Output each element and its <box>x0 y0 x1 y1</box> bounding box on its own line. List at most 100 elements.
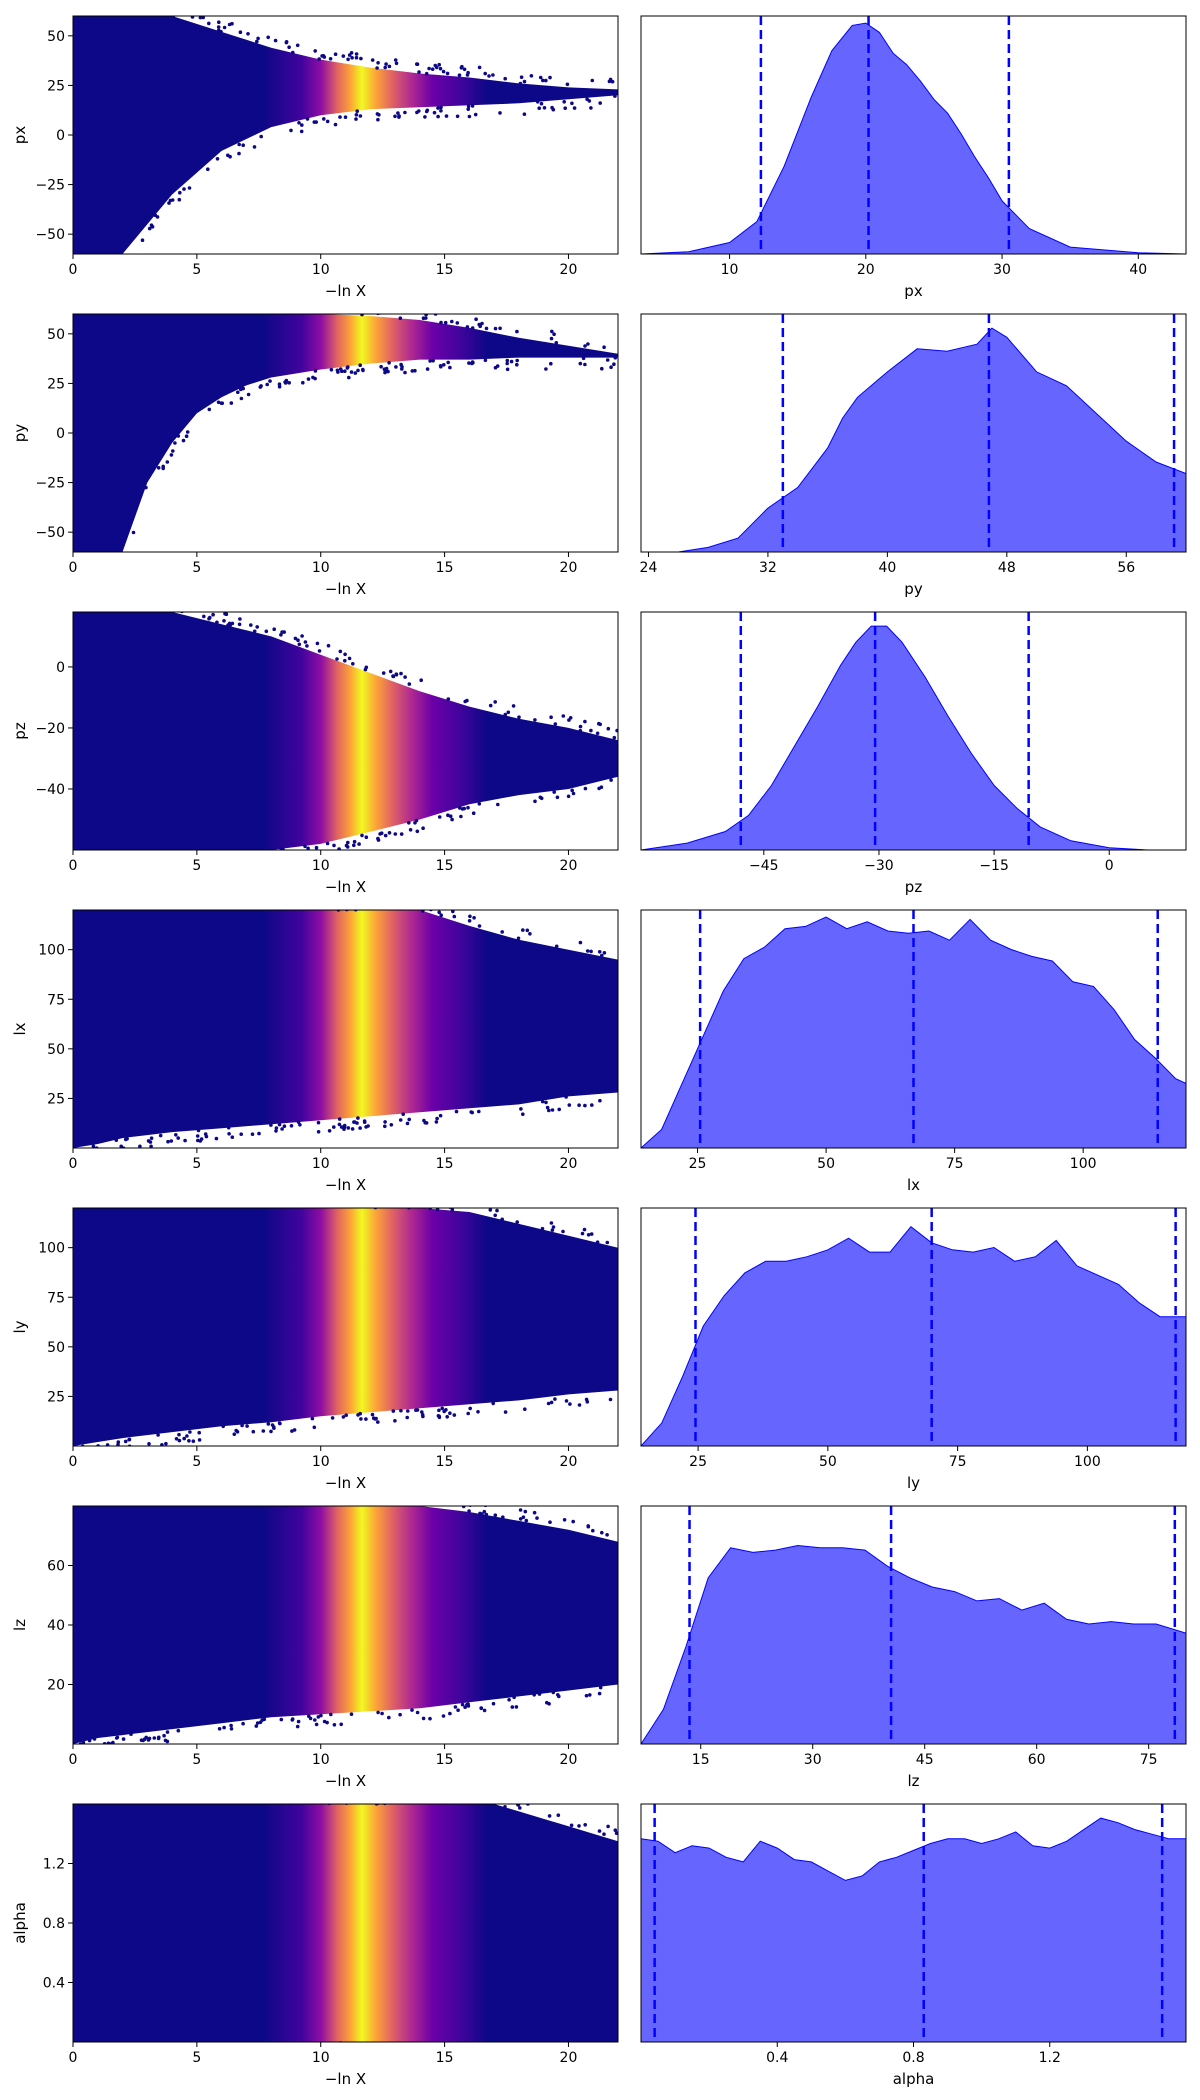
scatter-point <box>120 902 124 906</box>
scatter-point <box>359 1417 363 1421</box>
scatter-point <box>332 1125 336 1129</box>
y-axis-label: ly <box>11 1320 29 1333</box>
scatter-point <box>237 1500 241 1504</box>
scatter-point <box>610 2048 614 2052</box>
scatter-point <box>89 1746 93 1750</box>
scatter-point <box>108 608 112 612</box>
scatter-point <box>539 101 544 106</box>
scatter-point <box>129 1796 133 1800</box>
y-tick-label: −50 <box>35 227 65 243</box>
scatter-point <box>221 2048 225 2052</box>
scatter-point <box>328 906 332 910</box>
scatter-point <box>115 307 119 311</box>
scatter-point <box>250 1132 255 1136</box>
scatter-point <box>397 897 401 901</box>
scatter-point <box>370 1412 375 1417</box>
scatter-point <box>84 1201 88 1205</box>
scatter-point <box>339 903 343 907</box>
scatter-point <box>506 710 511 715</box>
scatter-point <box>245 1798 249 1802</box>
scatter-point <box>149 1136 154 1140</box>
scatter-point <box>233 903 237 907</box>
scatter-point <box>185 1208 189 1210</box>
scatter-point <box>296 1120 301 1124</box>
scatter-point <box>287 1793 291 1797</box>
scatter-point <box>426 1798 430 1802</box>
scatter-point <box>376 1420 380 1424</box>
scatter-point <box>142 1737 147 1741</box>
scatter-point <box>79 4 83 8</box>
scatter-point <box>355 1197 359 1201</box>
scatter-point <box>608 77 613 82</box>
scatter-point <box>73 901 77 905</box>
scatter-point <box>462 1201 466 1205</box>
scatter-point <box>130 858 134 862</box>
scatter-point <box>439 109 443 113</box>
scatter-point <box>312 900 316 904</box>
scatter-point <box>571 791 576 796</box>
scatter-point <box>293 901 297 905</box>
scatter-point <box>174 1133 178 1137</box>
scatter-point <box>393 1502 397 1506</box>
scatter-point <box>187 1439 191 1443</box>
scatter-point <box>424 314 428 317</box>
scatter-point <box>583 362 587 367</box>
scatter-point <box>442 1799 446 1803</box>
scatter-point <box>395 1196 399 1200</box>
scatter-point <box>138 1144 142 1148</box>
scatter-point <box>582 1227 587 1232</box>
scatter-point <box>80 1799 84 1803</box>
scatter-point <box>493 326 498 331</box>
scatter-point <box>105 562 109 566</box>
scatter-point <box>399 1408 403 1413</box>
scatter-point <box>440 1203 444 1207</box>
scatter-point <box>170 1196 174 1200</box>
scatter-point <box>232 301 236 305</box>
scatter-point <box>169 605 173 609</box>
scatter-frame <box>72 1207 619 1447</box>
kde-area <box>641 1544 1186 1744</box>
scatter-point <box>132 903 136 907</box>
scatter-point <box>76 852 80 856</box>
scatter-point <box>255 1721 260 1725</box>
scatter-point <box>466 104 471 109</box>
scatter-point <box>505 361 510 366</box>
scatter-point <box>443 1200 447 1204</box>
scatter-point <box>221 1799 225 1803</box>
scatter-point <box>478 1511 482 1516</box>
scatter-point <box>448 365 452 370</box>
scatter-point <box>96 557 100 561</box>
scatter-point <box>441 1714 446 1718</box>
scatter-point <box>135 853 139 857</box>
scatter-point <box>379 2048 383 2052</box>
scatter-point <box>401 1112 406 1116</box>
scatter-point <box>303 844 307 849</box>
scatter-point <box>398 1118 403 1122</box>
scatter-point <box>578 361 583 366</box>
scatter-point <box>92 905 96 909</box>
scatter-point <box>82 11 86 15</box>
scatter-point <box>229 1723 233 1728</box>
scatter-point <box>365 1794 369 1798</box>
scatter-point <box>542 106 547 110</box>
scatter-point <box>364 835 369 839</box>
scatter-point <box>120 1196 124 1200</box>
scatter-point <box>180 612 184 614</box>
scatter-point <box>364 1125 368 1129</box>
scatter-point <box>488 2046 492 2050</box>
scatter-point <box>352 839 357 844</box>
scatter-point <box>505 358 510 363</box>
scatter-point <box>132 906 136 910</box>
scatter-point <box>345 366 350 370</box>
scatter-point <box>570 788 574 793</box>
scatter-point <box>454 1109 459 1114</box>
scatter-point <box>244 1500 248 1504</box>
scatter-point <box>443 1791 447 1795</box>
scatter-point <box>356 368 360 373</box>
scatter-point <box>254 1724 259 1728</box>
x-tick-label: 60 <box>1028 1752 1046 1768</box>
scatter-point <box>82 259 86 263</box>
scatter-point <box>297 121 301 125</box>
scatter-point <box>79 2045 83 2049</box>
scatter-point <box>246 32 250 36</box>
